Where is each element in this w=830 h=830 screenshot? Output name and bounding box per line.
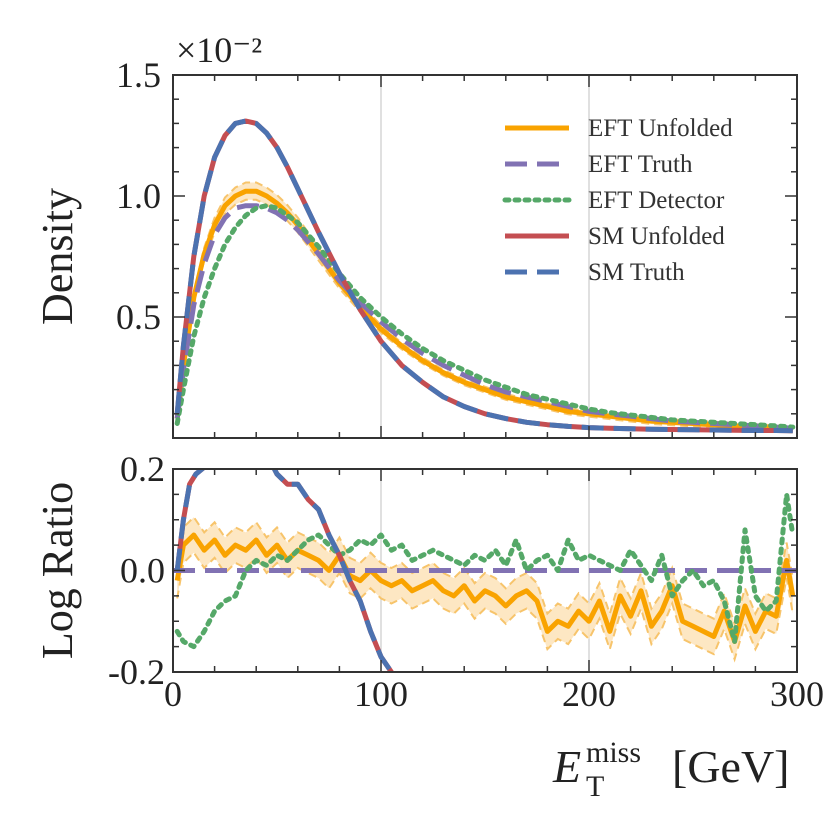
main-y-tick-label: 1.5 [116, 55, 161, 95]
ratio-y-axis-title: Log Ratio [33, 482, 82, 659]
main-y-tick-label: 1.0 [116, 176, 161, 216]
main-panel: 0.5 1.0 1.5 ×10⁻² EFT Unfolded EFT Truth EFT D… [116, 30, 798, 439]
legend-label: EFT Truth [588, 151, 693, 178]
legend-item-sm-unfolded: SM Unfolded [505, 223, 725, 250]
x-axis-title-sup: miss [586, 736, 641, 769]
ratio-x-tick-label: 100 [354, 674, 408, 714]
main-band-eft-unfolded [177, 182, 793, 433]
ratio-series-eft-detector [174, 491, 796, 650]
ratio-band-edge-eft-unfolded [176, 551, 794, 663]
main-series-eft-truth [174, 203, 793, 431]
main-band-edge-eft-unfolded [176, 181, 793, 428]
ratio-y-tick-label: 0.2 [120, 449, 165, 489]
x-axis-title-unit: [GeV] [672, 741, 790, 792]
main-series-eft-detector [174, 203, 796, 430]
ratio-y-tick-label: -0.2 [108, 652, 165, 692]
ratio-band-edge-eft-unfolded [176, 515, 794, 628]
legend-item-eft-unfolded: EFT Unfolded [505, 115, 733, 142]
ratio-band-eft-unfolded [177, 517, 793, 660]
main-y-tick-label: 0.5 [116, 297, 161, 337]
legend-item-sm-truth: SM Truth [505, 259, 685, 286]
y-multiplier-label: ×10⁻² [176, 30, 262, 70]
ratio-series-sm-truth [174, 469, 395, 672]
main-y-axis-title: Density [33, 188, 82, 325]
ratio-x-tick-label: 300 [770, 674, 824, 714]
legend: EFT Unfolded EFT Truth EFT Detector SM Unfo… [502, 115, 733, 286]
legend-label: SM Truth [588, 259, 685, 286]
main-frame [172, 74, 798, 439]
legend-item-eft-detector: EFT Detector [502, 187, 725, 214]
legend-label: EFT Detector [588, 187, 725, 214]
ratio-panel: -0.2 0.0 0.2 0 100 200 300 [108, 449, 824, 714]
legend-item-eft-truth: EFT Truth [505, 151, 693, 178]
main-series-sm-truth [174, 118, 793, 434]
ratio-series-eft-unfolded [174, 532, 796, 644]
main-band-edge-eft-unfolded [176, 198, 793, 434]
ratio-x-tick-label: 200 [562, 674, 616, 714]
main-series-sm-unfolded [174, 118, 793, 434]
legend-label: SM Unfolded [588, 223, 725, 250]
x-axis-title-symbol: E [552, 741, 581, 792]
ratio-x-tick-label: 0 [164, 674, 182, 714]
x-axis-title-sub: T [586, 770, 604, 803]
legend-label: EFT Unfolded [588, 115, 733, 142]
ratio-y-tick-label: 0.0 [120, 551, 165, 591]
